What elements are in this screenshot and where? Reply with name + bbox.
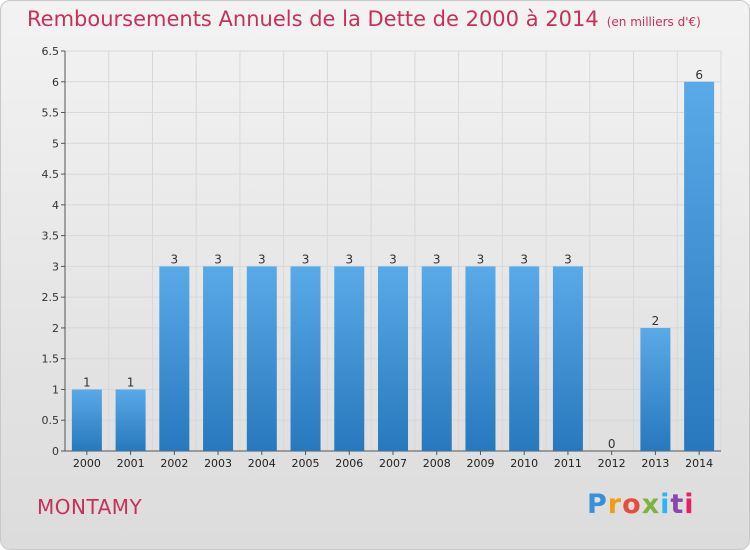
x-tick-label: 2000 — [73, 457, 101, 470]
x-tick-label: 2007 — [379, 457, 407, 470]
data-label-2003: 3 — [214, 252, 222, 266]
data-label-2009: 3 — [477, 252, 485, 266]
data-label-2007: 3 — [389, 252, 397, 266]
bar-2006 — [334, 266, 365, 451]
commune-name: MONTAMY — [37, 495, 143, 519]
data-label-2011: 3 — [564, 252, 572, 266]
bar-2000 — [71, 389, 102, 451]
x-tick-label: 2006 — [335, 457, 363, 470]
data-label-2014: 6 — [695, 68, 703, 82]
y-tick-label: 3.5 — [42, 230, 60, 243]
y-tick-label: 0 — [52, 445, 59, 458]
data-label-2010: 3 — [520, 252, 528, 266]
x-tick-label: 2001 — [117, 457, 145, 470]
bar-2004 — [246, 266, 277, 451]
bar-2013 — [640, 327, 671, 451]
x-tick-label: 2008 — [423, 457, 451, 470]
y-tick-label: 1 — [52, 383, 59, 396]
y-tick-label: 2.5 — [42, 291, 60, 304]
data-label-2002: 3 — [171, 252, 179, 266]
y-tick-label: 6.5 — [42, 45, 60, 58]
data-label-2001: 1 — [127, 375, 135, 389]
bar-2002 — [159, 266, 190, 451]
x-tick-label: 2013 — [641, 457, 669, 470]
data-label-2000: 1 — [83, 375, 91, 389]
bar-2005 — [290, 266, 321, 451]
y-tick-label: 6 — [52, 76, 59, 89]
x-tick-label: 2014 — [685, 457, 713, 470]
data-label-2008: 3 — [433, 252, 441, 266]
data-label-2012: 0 — [608, 437, 616, 451]
y-tick-label: 4 — [52, 199, 59, 212]
x-tick-label: 2011 — [554, 457, 582, 470]
y-tick-label: 0.5 — [42, 414, 60, 427]
x-tick-label: 2003 — [204, 457, 232, 470]
bar-2003 — [203, 266, 234, 451]
chart-title: Remboursements Annuels de la Dette de 20… — [27, 7, 701, 31]
y-tick-label: 4.5 — [42, 168, 60, 181]
y-tick-label: 5 — [52, 137, 59, 150]
data-labels: 1 1 3 3 3 3 3 3 3 3 3 3 0 2 6 — [83, 68, 703, 451]
chart-unit: (en milliers d'€) — [606, 15, 701, 29]
chart-title-text: Remboursements Annuels de la Dette de 20… — [27, 7, 599, 31]
data-label-2006: 3 — [345, 252, 353, 266]
x-tick-label: 2010 — [510, 457, 538, 470]
y-tick-label: 5.5 — [42, 107, 60, 120]
bar-2011 — [552, 266, 583, 451]
bar-2009 — [465, 266, 496, 451]
data-label-2004: 3 — [258, 252, 266, 266]
bar-2014 — [684, 81, 715, 452]
x-tick-label: 2004 — [248, 457, 276, 470]
y-tick-label: 1.5 — [42, 353, 60, 366]
y-tick-label: 2 — [52, 322, 59, 335]
data-label-2013: 2 — [652, 314, 660, 328]
bar-2010 — [509, 266, 540, 451]
x-tick-label: 2012 — [598, 457, 626, 470]
proxiti-logo: Proxiti — [587, 489, 695, 520]
x-tick-label: 2005 — [292, 457, 320, 470]
data-label-2005: 3 — [302, 252, 310, 266]
bar-2007 — [378, 266, 408, 451]
y-tick-label: 3 — [52, 260, 59, 273]
bar-2001 — [115, 389, 146, 451]
x-tick-label: 2002 — [160, 457, 188, 470]
bar-2008 — [421, 266, 452, 451]
bars — [71, 81, 715, 452]
x-tick-label: 2009 — [466, 457, 494, 470]
